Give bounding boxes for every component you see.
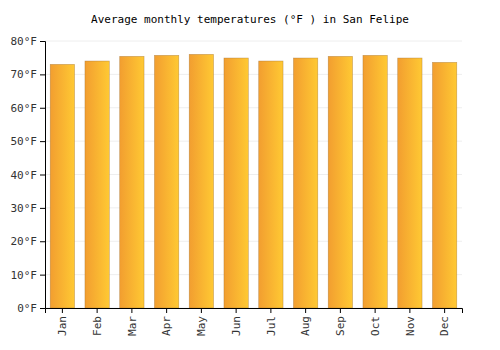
y-tick-mark: [40, 108, 45, 109]
y-tick: 10°F: [11, 269, 46, 282]
y-tick: 30°F: [11, 202, 46, 215]
bar: [50, 64, 74, 308]
y-tick: 50°F: [11, 135, 46, 148]
x-tick-label: Feb: [91, 316, 104, 336]
bar: [224, 58, 248, 308]
x-tick: Nov: [404, 308, 417, 336]
x-tick: Mar: [126, 308, 139, 336]
x-tick-label: Aug: [299, 316, 312, 336]
x-tick-mark: [270, 308, 271, 313]
y-tick: 40°F: [11, 169, 46, 182]
x-tick: Apr: [160, 308, 173, 336]
y-tick-label: 0°F: [17, 302, 37, 315]
y-axis: 0°F 10°F 20°F 30°F 40°F 50°F 60°F 70°F 80°F: [11, 35, 46, 315]
y-tick-label: 50°F: [11, 135, 38, 148]
y-tick-mark: [40, 275, 45, 276]
x-tick: Jun: [230, 308, 243, 336]
y-tick-mark: [40, 208, 45, 209]
x-tick: Aug: [299, 308, 312, 336]
plot: 0°F 10°F 20°F 30°F 40°F 50°F 60°F 70°F 80°F Jan Fe…: [11, 35, 463, 336]
x-axis-line: [46, 309, 463, 314]
y-tick: 60°F: [11, 102, 46, 115]
x-tick-mark: [201, 308, 202, 313]
y-tick-label: 10°F: [11, 269, 38, 282]
title: Average monthly temperatures (°F ) in Sa…: [91, 13, 409, 26]
grid-line: [45, 41, 462, 42]
chart: 0°F 10°F 20°F 30°F 40°F 50°F 60°F 70°F 80°F Jan Fe…: [0, 0, 500, 350]
bar: [328, 56, 352, 308]
bar: [363, 55, 387, 308]
x-tick-mark: [131, 308, 132, 313]
y-tick-mark: [40, 308, 45, 309]
x-tick: Jan: [56, 308, 69, 336]
y-tick-label: 80°F: [11, 35, 38, 48]
bar: [432, 62, 456, 308]
x-tick-mark: [340, 308, 341, 313]
x-tick-label: Jan: [56, 316, 69, 336]
x-tick-mark: [305, 308, 306, 313]
x-tick: Sep: [334, 308, 347, 336]
x-tick-label: Oct: [369, 316, 382, 336]
x-tick: Jul: [265, 308, 278, 336]
bar: [293, 58, 317, 308]
x-tick-mark: [409, 308, 410, 313]
bars: [50, 54, 457, 308]
y-tick-label: 30°F: [11, 202, 38, 215]
x-tick-label: Jun: [230, 316, 243, 336]
y-tick-mark: [40, 241, 45, 242]
x-tick-mark: [444, 308, 445, 313]
y-tick-mark: [40, 141, 45, 142]
x-tick-mark: [62, 308, 63, 313]
y-tick-label: 70°F: [11, 68, 38, 81]
x-tick: May: [195, 308, 208, 336]
y-tick-mark: [40, 175, 45, 176]
y-tick-label: 60°F: [11, 102, 38, 115]
bar: [120, 56, 144, 308]
x-tick-label: Sep: [334, 316, 347, 336]
grid: [45, 41, 462, 308]
bar: [398, 58, 422, 308]
y-axis-line: [40, 42, 46, 309]
y-tick-mark: [40, 41, 45, 42]
bar: [189, 54, 213, 308]
x-tick: Oct: [369, 308, 382, 336]
x-tick-mark: [375, 308, 376, 313]
x-axis: Jan Feb Mar Apr May Jun Jul Aug Sep Oct Nov Dec: [46, 308, 463, 336]
x-tick-label: Nov: [404, 316, 417, 336]
x-tick: Feb: [91, 308, 104, 336]
x-tick-mark: [166, 308, 167, 313]
bar: [259, 61, 283, 308]
x-tick-mark: [236, 308, 237, 313]
x-tick-label: Dec: [438, 316, 451, 336]
y-tick-mark: [40, 74, 45, 75]
y-tick: 70°F: [11, 68, 46, 81]
y-tick: 0°F: [17, 302, 45, 315]
y-tick: 20°F: [11, 235, 46, 248]
x-tick-label: Jul: [265, 316, 278, 336]
bar: [154, 55, 178, 308]
x-tick: Dec: [438, 308, 451, 336]
y-tick: 80°F: [11, 35, 46, 48]
x-tick-label: Mar: [126, 316, 139, 336]
bar: [85, 61, 109, 308]
y-tick-label: 20°F: [11, 235, 38, 248]
x-tick-label: Apr: [160, 316, 173, 336]
y-tick-label: 40°F: [11, 169, 38, 182]
x-tick-mark: [97, 308, 98, 313]
x-tick-label: May: [195, 316, 208, 336]
